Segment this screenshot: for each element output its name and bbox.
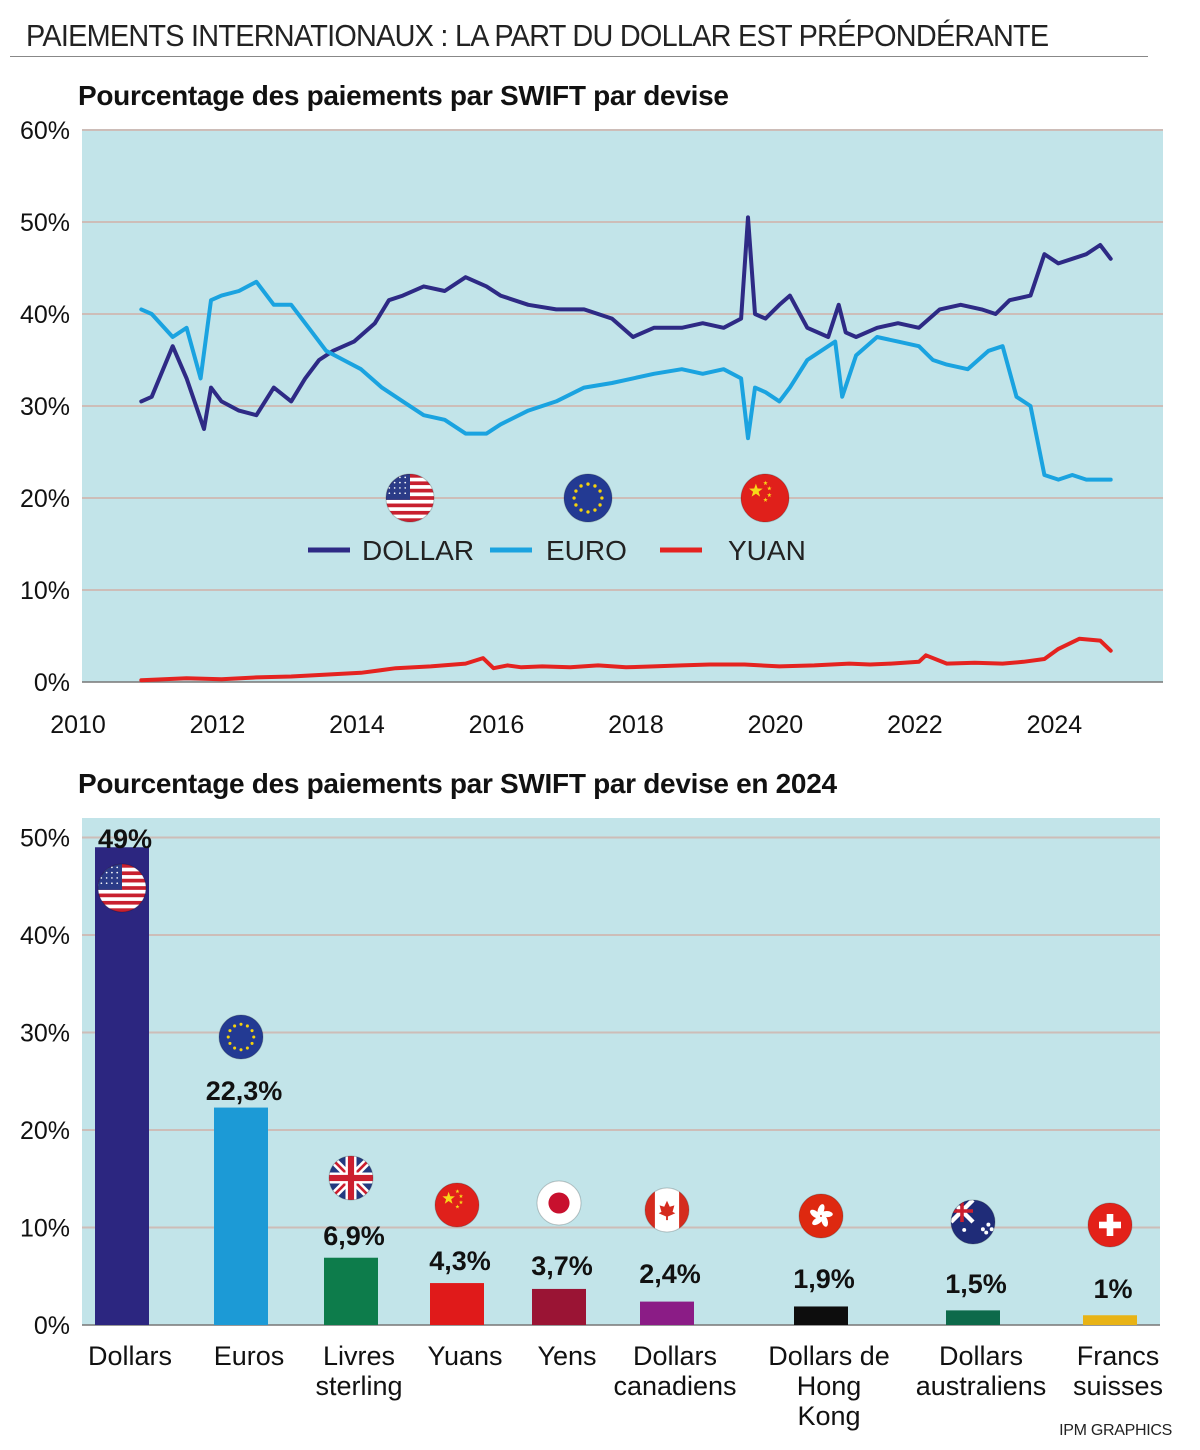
x-tick-label: 2018	[608, 711, 664, 739]
legend-label-yuan: YUAN	[728, 535, 806, 566]
line-chart: 0% 10% 20% 30% 40% 50% 60% 2010 2012 2014 2016 201…	[20, 117, 1163, 739]
y-tick-label: 50%	[20, 209, 70, 237]
y-tick-label: 60%	[20, 117, 70, 145]
category-label: Dollars	[939, 1341, 1023, 1371]
us-flag-icon	[385, 473, 435, 523]
bar	[95, 847, 149, 1325]
bar	[1083, 1315, 1137, 1325]
hong-kong-flag-icon	[798, 1193, 844, 1239]
bar	[430, 1283, 484, 1325]
data-label: 1,9%	[793, 1264, 855, 1294]
category-label: Dollars	[633, 1341, 717, 1371]
y-tick-label: 10%	[20, 1215, 70, 1243]
plot-area	[82, 818, 1160, 1325]
y-tick-label: 0%	[34, 669, 70, 697]
data-label: 22,3%	[206, 1076, 283, 1106]
data-label: 3,7%	[531, 1251, 593, 1281]
x-tick-label: 2024	[1027, 711, 1083, 739]
series-line-euro	[139, 279, 1113, 482]
category-label: australiens	[916, 1371, 1047, 1401]
us-flag-icon	[97, 863, 147, 913]
bar	[324, 1257, 378, 1325]
x-tick-label: 2020	[748, 711, 804, 739]
eu-flag-icon	[218, 1014, 264, 1060]
bar	[214, 1107, 268, 1325]
x-tick-label: 2016	[469, 711, 525, 739]
y-tick-label: 10%	[20, 577, 70, 605]
y-tick-label: 20%	[20, 485, 70, 513]
data-label: 6,9%	[323, 1221, 385, 1251]
x-tick-label: 2014	[329, 711, 385, 739]
category-label: Hong	[797, 1371, 862, 1401]
bar	[640, 1301, 694, 1325]
x-tick-label: 2010	[50, 711, 106, 739]
bar	[794, 1306, 848, 1325]
category-label: Francs	[1077, 1341, 1160, 1371]
y-tick-label: 30%	[20, 1020, 70, 1048]
data-label: 2,4%	[639, 1259, 701, 1289]
category-label: Yens	[537, 1341, 596, 1371]
y-tick-label: 30%	[20, 393, 70, 421]
y-tick-label: 0%	[34, 1312, 70, 1340]
series-line-dollar	[139, 215, 1113, 431]
uk-flag-icon	[328, 1155, 374, 1201]
header: PAIEMENTS INTERNATIONAUX : LA PART DU DO…	[10, 8, 1148, 57]
y-tick-label: 50%	[20, 825, 70, 853]
category-label: canadiens	[613, 1371, 736, 1401]
credit: IPM GRAPHICS	[1059, 1422, 1172, 1439]
series-line-yuan	[139, 636, 1113, 683]
category-label: Dollars de	[768, 1341, 890, 1371]
china-flag-icon	[434, 1182, 480, 1228]
y-tick-label: 20%	[20, 1117, 70, 1145]
eu-flag-icon	[563, 473, 613, 523]
japan-flag-icon	[536, 1180, 582, 1226]
page-title: PAIEMENTS INTERNATIONAUX : LA PART DU DO…	[26, 18, 1049, 53]
data-label: 4,3%	[429, 1246, 491, 1276]
category-label: Yuans	[427, 1341, 502, 1371]
data-label: 49%	[98, 824, 152, 854]
line-chart-title: Pourcentage des paiements par SWIFT par …	[78, 80, 729, 111]
y-tick-label: 40%	[20, 301, 70, 329]
category-label: Livres	[323, 1341, 395, 1371]
category-label: Euros	[214, 1341, 285, 1371]
bar	[946, 1310, 1000, 1325]
australia-flag-icon	[950, 1199, 996, 1245]
category-label: suisses	[1073, 1371, 1163, 1401]
x-tick-label: 2012	[190, 711, 246, 739]
category-label: Dollars	[88, 1341, 172, 1371]
bar	[532, 1288, 586, 1325]
canada-flag-icon	[644, 1187, 690, 1233]
data-label: 1%	[1093, 1274, 1132, 1304]
china-flag-icon	[740, 473, 790, 523]
legend-label-euro: EURO	[546, 535, 627, 566]
y-tick-label: 40%	[20, 922, 70, 950]
data-label: 1,5%	[945, 1269, 1007, 1299]
legend-label-dollar: DOLLAR	[362, 535, 474, 566]
bar-chart-title: Pourcentage des paiements par SWIFT par …	[78, 768, 837, 799]
category-label: Kong	[797, 1401, 860, 1431]
swiss-flag-icon	[1087, 1202, 1133, 1248]
category-label: sterling	[315, 1371, 402, 1401]
x-tick-label: 2022	[887, 711, 943, 739]
